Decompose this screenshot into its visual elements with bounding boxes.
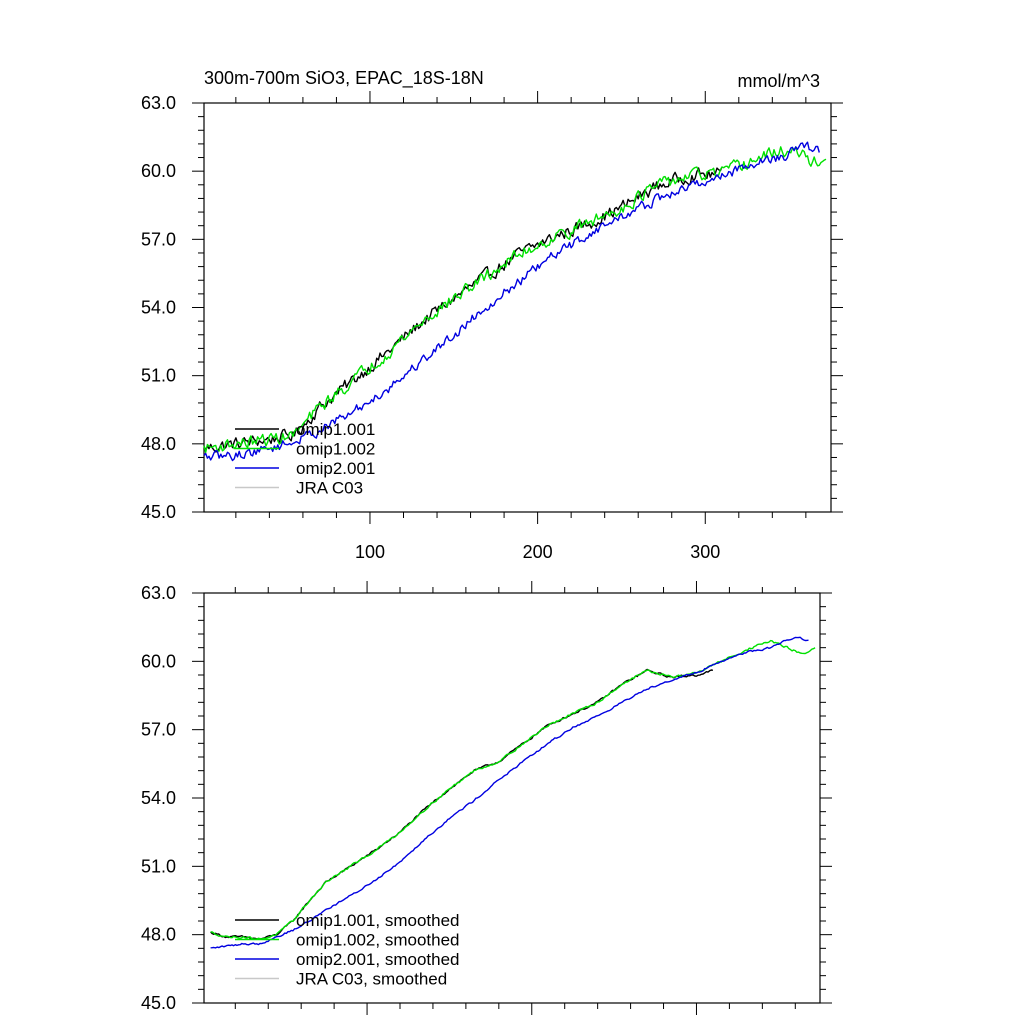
chart-title: 300m-700m SiO3, EPAC_18S-18N [204, 68, 484, 89]
series-line-omip1-001-smoothed [210, 668, 714, 940]
y-tick-label: 60.0 [141, 161, 176, 181]
legend-label: omip2.001 [296, 459, 375, 478]
y-tick-label: 51.0 [141, 856, 176, 876]
legend-label: omip2.001, smoothed [296, 950, 460, 969]
legend-label: omip1.002, smoothed [296, 931, 460, 950]
x-tick-label: 100 [355, 542, 385, 562]
y-tick-label: 54.0 [141, 298, 176, 318]
series-line-omip1-002 [203, 146, 827, 454]
legend-label: omip1.002 [296, 440, 375, 459]
legend-label: JRA C03, smoothed [296, 970, 447, 989]
x-tick-label: 200 [523, 542, 553, 562]
y-tick-label: 63.0 [141, 583, 176, 603]
series-line-omip1-002-smoothed [210, 639, 816, 940]
x-tick-label: 300 [690, 542, 720, 562]
y-tick-label: 48.0 [141, 434, 176, 454]
series-line-omip2-001 [203, 141, 820, 462]
y-tick-label: 54.0 [141, 788, 176, 808]
series-line-omip2-001-smoothed [210, 636, 809, 949]
y-tick-label: 57.0 [141, 229, 176, 249]
top-panel: 45.0 48.0 51.0 54.0 57.0 60.0 63.0 100 200 300 omi… [141, 91, 843, 562]
y-tick-label: 60.0 [141, 651, 176, 671]
y-tick-label: 45.0 [141, 502, 176, 522]
legend-label: omip1.001, smoothed [296, 911, 460, 930]
y-tick-label: 51.0 [141, 366, 176, 386]
bottom-panel: 45.0 48.0 51.0 54.0 57.0 60.0 63.0 omip1.001, s… [141, 581, 832, 1015]
y-tick-label: 45.0 [141, 993, 176, 1013]
y-tick-label: 57.0 [141, 720, 176, 740]
y-tick-label: 63.0 [141, 93, 176, 113]
legend-label: omip1.001 [296, 420, 375, 439]
legend-label: JRA C03 [296, 479, 363, 498]
chart-units: mmol/m^3 [738, 71, 820, 91]
y-tick-label: 48.0 [141, 925, 176, 945]
series-line-omip1-001 [203, 166, 723, 453]
